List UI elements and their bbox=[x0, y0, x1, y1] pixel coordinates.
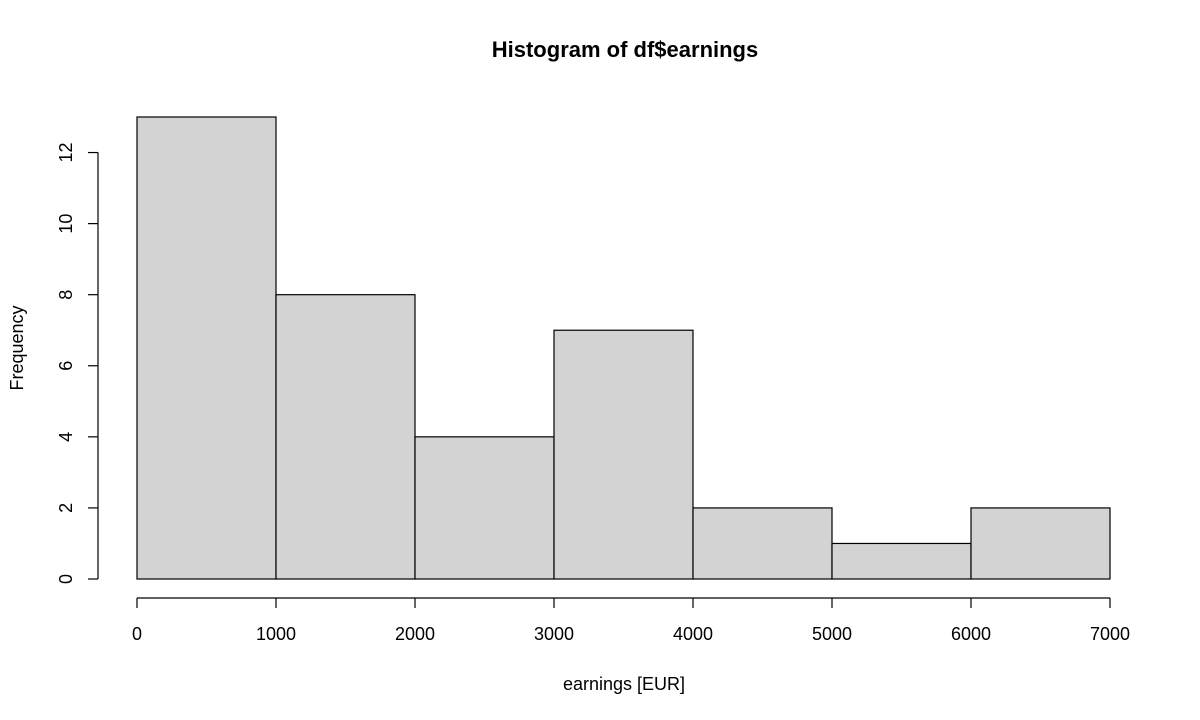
x-tick-label: 7000 bbox=[1090, 624, 1130, 644]
y-tick-label: 12 bbox=[56, 143, 76, 163]
bars-layer bbox=[136, 116, 1111, 580]
y-axis: 0 2 4 6 8 10 12 bbox=[56, 143, 99, 584]
x-tick-label: 6000 bbox=[951, 624, 991, 644]
y-tick-label: 10 bbox=[56, 214, 76, 234]
x-axis: 0 1000 2000 3000 4000 5000 6000 7000 bbox=[132, 597, 1130, 644]
x-tick-label: 1000 bbox=[256, 624, 296, 644]
y-tick-label: 0 bbox=[56, 574, 76, 584]
x-tick-label: 0 bbox=[132, 624, 142, 644]
x-tick-label: 3000 bbox=[534, 624, 574, 644]
histogram-bar bbox=[414, 436, 555, 580]
y-tick-label: 6 bbox=[56, 361, 76, 371]
y-axis-label: Frequency bbox=[7, 305, 27, 390]
x-tick-label: 4000 bbox=[673, 624, 713, 644]
x-axis-label: earnings [EUR] bbox=[563, 674, 685, 694]
y-tick-label: 8 bbox=[56, 290, 76, 300]
y-tick-label: 4 bbox=[56, 432, 76, 442]
histogram-bar bbox=[136, 116, 277, 580]
histogram-bar bbox=[692, 507, 833, 580]
y-tick-label: 2 bbox=[56, 503, 76, 513]
x-tick-label: 2000 bbox=[395, 624, 435, 644]
histogram-bar bbox=[831, 542, 972, 580]
histogram-bar bbox=[553, 329, 694, 580]
histogram-bar bbox=[275, 294, 416, 580]
histogram-bar bbox=[970, 507, 1111, 580]
x-tick-label: 5000 bbox=[812, 624, 852, 644]
chart-title: Histogram of df$earnings bbox=[492, 37, 758, 62]
